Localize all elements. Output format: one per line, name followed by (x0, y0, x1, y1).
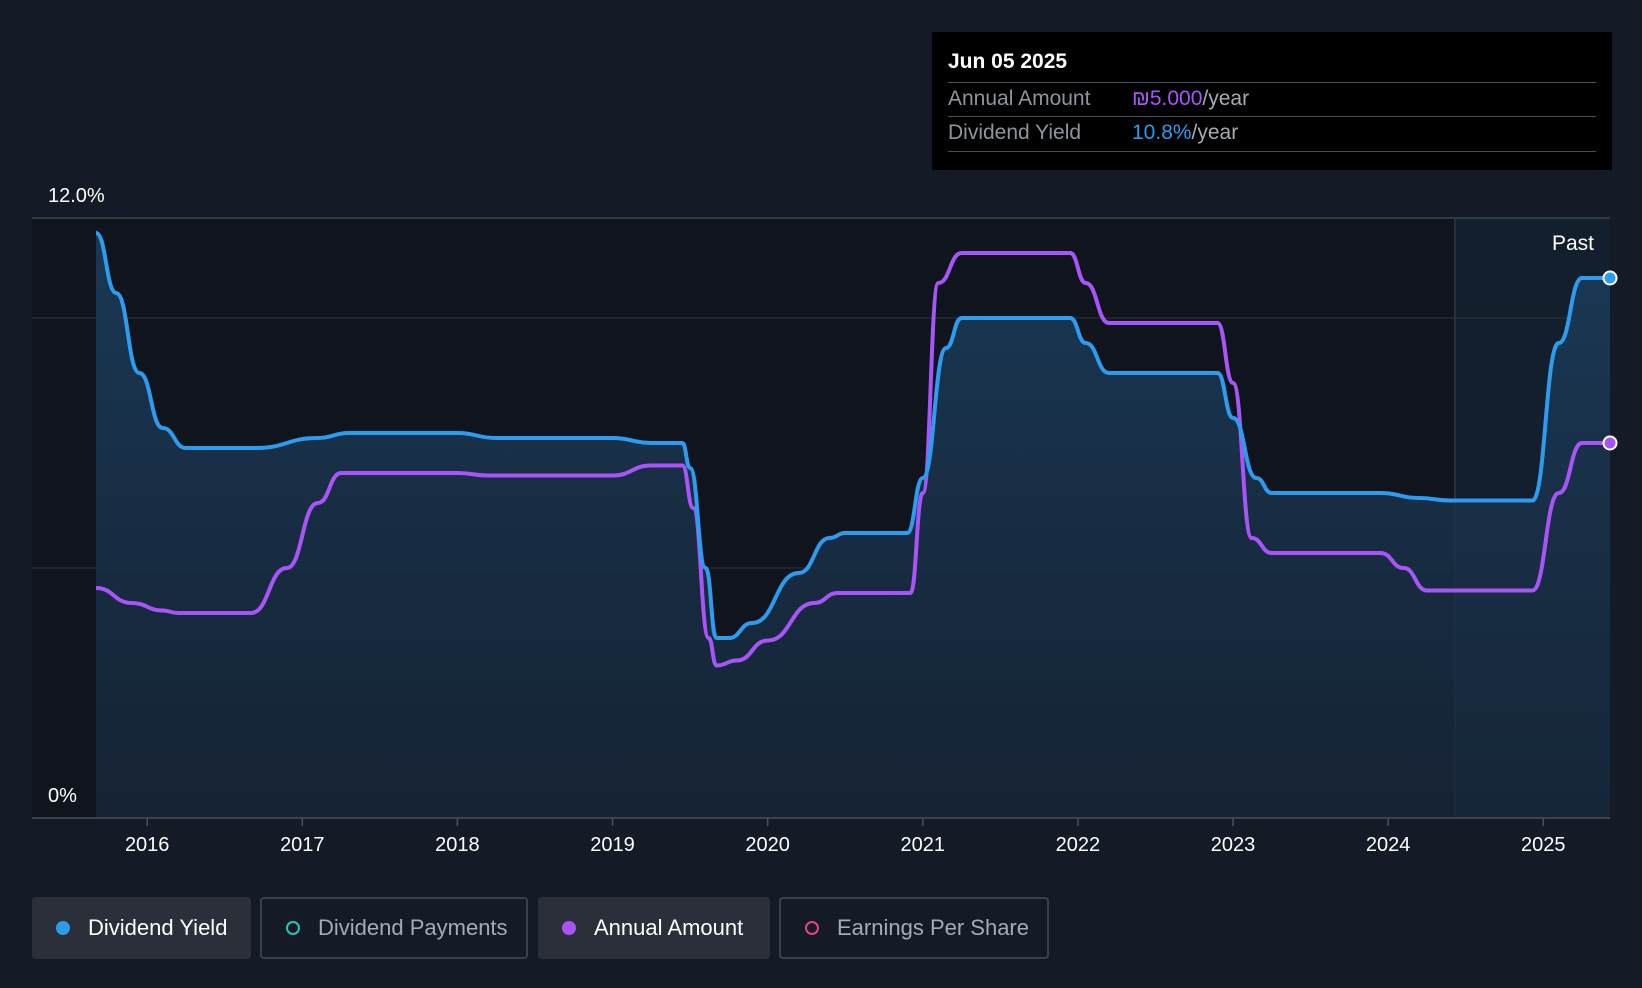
legend-dividend-payments-button[interactable]: Dividend Payments (260, 897, 528, 959)
legend-label: Dividend Payments (318, 915, 508, 940)
annual-amount-dot-icon (562, 921, 576, 935)
legend-label: Earnings Per Share (837, 915, 1029, 940)
dividend-yield-line (94, 231, 1610, 640)
x-tick-label: 2021 (901, 834, 946, 856)
legend-label: Dividend Yield (88, 915, 228, 940)
x-tick-label: 2019 (590, 834, 635, 856)
y-axis-max-label: 12.0% (48, 185, 105, 207)
tooltip-value: ₪5.000 (1132, 87, 1203, 110)
annual-amount-end-marker[interactable] (1602, 435, 1618, 451)
x-tick-label: 2024 (1366, 834, 1411, 856)
tooltip-value-wrapper: ₪5.000/year (1132, 87, 1249, 111)
tooltip: Jun 05 2025 Annual Amount ₪5.000/year Di… (932, 32, 1612, 170)
x-tick-label: 2018 (435, 834, 480, 856)
dividend-payments-circle-icon (286, 921, 300, 935)
legend-label: Annual Amount (594, 915, 744, 940)
x-tick-label: 2016 (125, 834, 170, 856)
legend-dividend-yield-button[interactable]: Dividend Yield (32, 897, 251, 959)
tooltip-row-dividend-yield: Dividend Yield 10.8%/year (948, 116, 1596, 152)
x-tick-label: 2020 (745, 834, 790, 856)
earnings-per-share-circle-icon (805, 921, 819, 935)
dividend-yield-area (96, 233, 1610, 818)
dividend-yield-dot-icon (56, 921, 70, 935)
annual-amount-line (95, 250, 1610, 668)
x-tick-label: 2017 (280, 834, 325, 856)
x-tick-label: 2025 (1521, 834, 1566, 856)
tooltip-suffix: /year (1191, 121, 1239, 144)
legend-annual-amount-button[interactable]: Annual Amount (538, 897, 770, 959)
past-label: Past (1552, 232, 1594, 255)
tooltip-value: 10.8% (1132, 121, 1192, 144)
tooltip-date: Jun 05 2025 (948, 50, 1068, 73)
tooltip-value-wrapper: 10.8%/year (1132, 121, 1238, 145)
legend-earnings-per-share-button[interactable]: Earnings Per Share (779, 897, 1049, 959)
y-axis-min-label: 0% (48, 785, 77, 807)
tooltip-label: Annual Amount (948, 87, 1091, 110)
dividend-yield-end-marker[interactable] (1602, 270, 1618, 286)
tooltip-label: Dividend Yield (948, 121, 1082, 144)
tooltip-suffix: /year (1202, 87, 1250, 110)
x-tick-label: 2023 (1211, 834, 1256, 856)
x-tick-label: 2022 (1056, 834, 1101, 856)
tooltip-row-annual-amount: Annual Amount ₪5.000/year (948, 82, 1596, 117)
